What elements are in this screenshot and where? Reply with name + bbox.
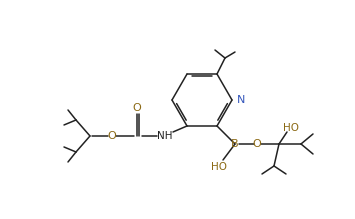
Text: NH: NH (157, 131, 173, 141)
Text: N: N (237, 95, 245, 105)
Text: HO: HO (211, 162, 227, 172)
Text: O: O (133, 103, 141, 113)
Text: B: B (231, 139, 239, 149)
Text: HO: HO (283, 123, 299, 133)
Text: O: O (253, 139, 261, 149)
Text: O: O (108, 131, 116, 141)
